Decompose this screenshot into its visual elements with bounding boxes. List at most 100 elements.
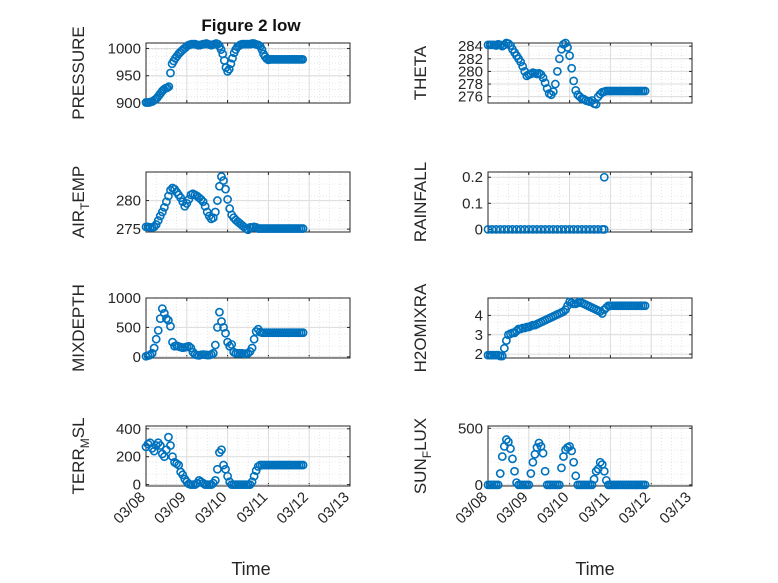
data-point — [497, 351, 507, 361]
data-point — [595, 457, 605, 467]
y-tick-label: 400 — [116, 421, 141, 438]
data-point — [215, 307, 224, 317]
subplot-mixdepth: 0 500 1000 MIXDEPTH — [69, 284, 351, 372]
data-point — [198, 197, 208, 207]
y-tick-label: 0 — [133, 349, 141, 366]
data-point — [157, 207, 167, 217]
data-point — [149, 343, 159, 353]
data-point — [561, 38, 570, 48]
data-point — [147, 348, 157, 358]
x-tick-label: 03/12 — [615, 489, 654, 528]
data-point — [483, 224, 493, 234]
data-point — [298, 224, 308, 233]
data-point — [495, 469, 505, 478]
data-point — [219, 176, 228, 185]
data-point — [145, 350, 155, 360]
x-tick-label: 03/08 — [452, 489, 491, 528]
data-point — [224, 64, 234, 74]
y-tick-label: 2 — [475, 346, 483, 363]
subplot-sun_flux: 0 500 SUNFLUX 03/08 03/09 03/10 03/11 03/12 03/1… — [411, 418, 695, 528]
y-tick-label: 500 — [116, 319, 141, 336]
data-point — [571, 85, 581, 95]
y-tick-label: 0.2 — [462, 169, 483, 186]
data-point — [497, 452, 507, 461]
data-point — [593, 224, 603, 234]
data-point — [559, 307, 568, 316]
y-tick-label: 276 — [458, 89, 483, 106]
data-point — [516, 57, 526, 67]
data-point — [159, 203, 169, 212]
data-point — [557, 224, 566, 234]
data-point — [153, 216, 163, 225]
data-point — [599, 466, 609, 476]
data-point — [298, 328, 308, 338]
data-point — [208, 213, 218, 223]
data-point — [228, 53, 237, 63]
y-tick-label: 0 — [475, 477, 483, 494]
data-point — [212, 464, 222, 474]
data-point — [499, 224, 509, 234]
data-point — [212, 323, 222, 332]
data-point — [565, 224, 574, 234]
data-point — [540, 466, 550, 476]
data-point — [503, 224, 513, 234]
data-point — [251, 327, 261, 336]
data-point — [247, 343, 257, 353]
data-point — [186, 343, 196, 353]
x-tick-label: 03/09 — [493, 489, 532, 528]
x-tick-label: 03/10 — [534, 489, 573, 528]
y-axis-label: THETA — [411, 45, 430, 100]
y-tick-label: 200 — [116, 449, 141, 466]
data-point — [298, 54, 308, 64]
data-point — [495, 224, 505, 234]
data-point — [217, 445, 226, 455]
data-point — [548, 224, 558, 234]
data-point — [155, 314, 165, 323]
subplot-terr_msl: 0 200 400 TERRMSL 03/08 03/09 03/10 03/11 03/12 0… — [69, 417, 353, 527]
y-axis-label: H2OMIXRA — [411, 283, 430, 372]
data-point — [540, 224, 550, 234]
y-tick-label: 284 — [458, 38, 483, 55]
y-tick-label: 3 — [475, 327, 483, 344]
data-point — [512, 224, 521, 234]
data-point — [159, 308, 169, 318]
data-point — [247, 477, 257, 487]
data-point — [520, 224, 530, 234]
subplot-rainfall: 0 0.1 0.2 RAINFALL — [411, 162, 693, 242]
data-point — [544, 224, 554, 234]
data-point — [573, 224, 583, 234]
data-point — [506, 444, 515, 454]
data-point — [491, 224, 501, 234]
data-point — [536, 224, 546, 234]
data-point — [587, 480, 597, 490]
data-point — [225, 341, 235, 351]
data-point — [227, 340, 237, 349]
subplot-pressure: 900 950 1000 PRESSURE — [69, 26, 351, 120]
data-point — [599, 172, 609, 182]
data-point — [640, 86, 650, 96]
x-tick-label: 03/11 — [575, 489, 613, 527]
data-point — [555, 54, 564, 64]
data-point — [153, 325, 163, 335]
data-point — [526, 469, 536, 478]
data-point — [219, 460, 228, 470]
data-point — [563, 43, 572, 52]
data-point — [243, 348, 253, 358]
y-tick-label: 0.1 — [462, 195, 483, 212]
data-point — [516, 224, 526, 234]
data-point — [161, 197, 171, 207]
data-point — [565, 51, 574, 61]
data-point — [161, 314, 171, 323]
data-point — [538, 448, 548, 458]
data-point — [585, 224, 595, 234]
subplot-air_temp: 275 280 AIRTEMP — [69, 166, 351, 238]
data-point — [151, 334, 161, 344]
y-axis-label: TERRMSL — [69, 417, 92, 494]
data-point — [591, 99, 601, 109]
data-point — [223, 66, 232, 76]
data-point — [569, 457, 579, 467]
data-point — [157, 304, 167, 313]
data-point — [257, 45, 267, 54]
